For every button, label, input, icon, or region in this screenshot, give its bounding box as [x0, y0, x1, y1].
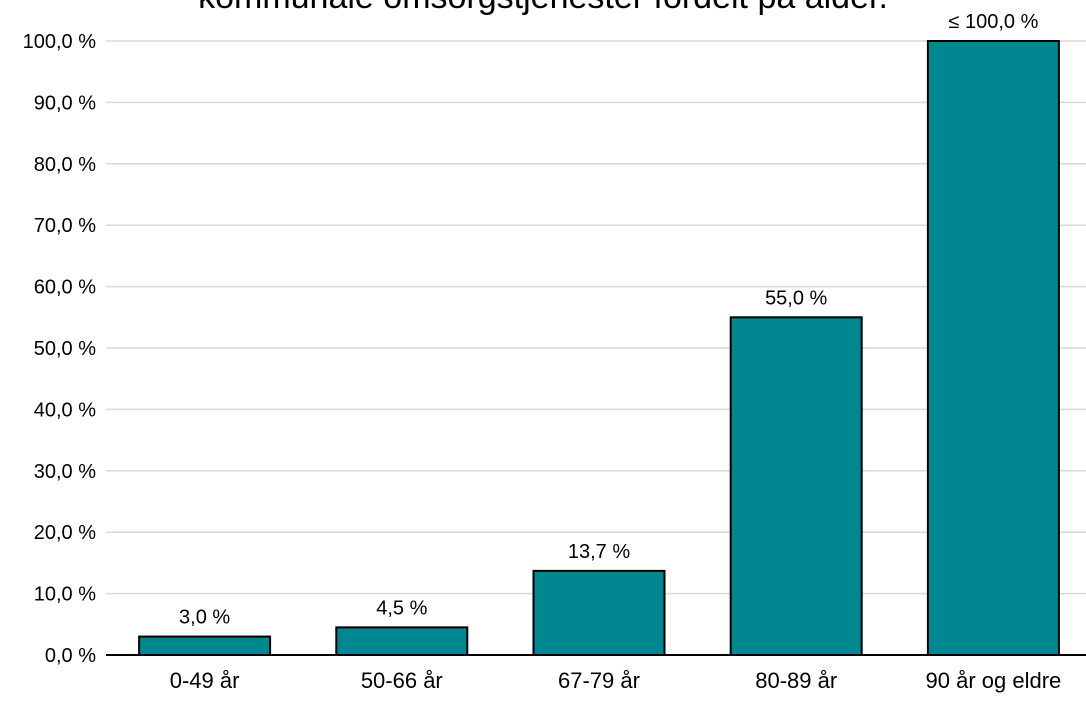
y-tick-label: 50,0 %	[34, 338, 96, 360]
bar	[335, 626, 469, 656]
x-tick-label: 80-89 år	[755, 668, 837, 693]
x-tick-label: 67-79 år	[558, 668, 640, 693]
y-tick-label: 100,0 %	[23, 31, 97, 53]
data-label: 55,0 %	[765, 287, 827, 309]
data-label: 4,5 %	[376, 597, 427, 619]
bar	[926, 40, 1060, 656]
y-tick-label: 40,0 %	[34, 399, 96, 421]
y-tick-label: 30,0 %	[34, 461, 96, 483]
x-tick-label: 90 år og eldre	[926, 668, 1062, 693]
y-tick-label: 70,0 %	[34, 215, 96, 237]
y-tick-label: 0,0 %	[45, 645, 96, 667]
chart-title: kommunale omsorgstjenester fordelt på al…	[0, 0, 1086, 17]
y-tick-label: 80,0 %	[34, 154, 96, 176]
bar	[729, 316, 863, 656]
bar	[138, 635, 272, 657]
y-tick-label: 90,0 %	[34, 92, 96, 114]
bar	[532, 569, 666, 657]
data-label: 13,7 %	[568, 541, 630, 563]
y-tick-label: 10,0 %	[34, 584, 96, 606]
data-label: ≤ 100,0 %	[948, 11, 1038, 33]
x-tick-label: 50-66 år	[361, 668, 443, 693]
x-tick-label: 0-49 år	[170, 668, 240, 693]
y-tick-label: 60,0 %	[34, 277, 96, 299]
y-tick-label: 20,0 %	[34, 522, 96, 544]
data-label: 3,0 %	[179, 607, 230, 629]
